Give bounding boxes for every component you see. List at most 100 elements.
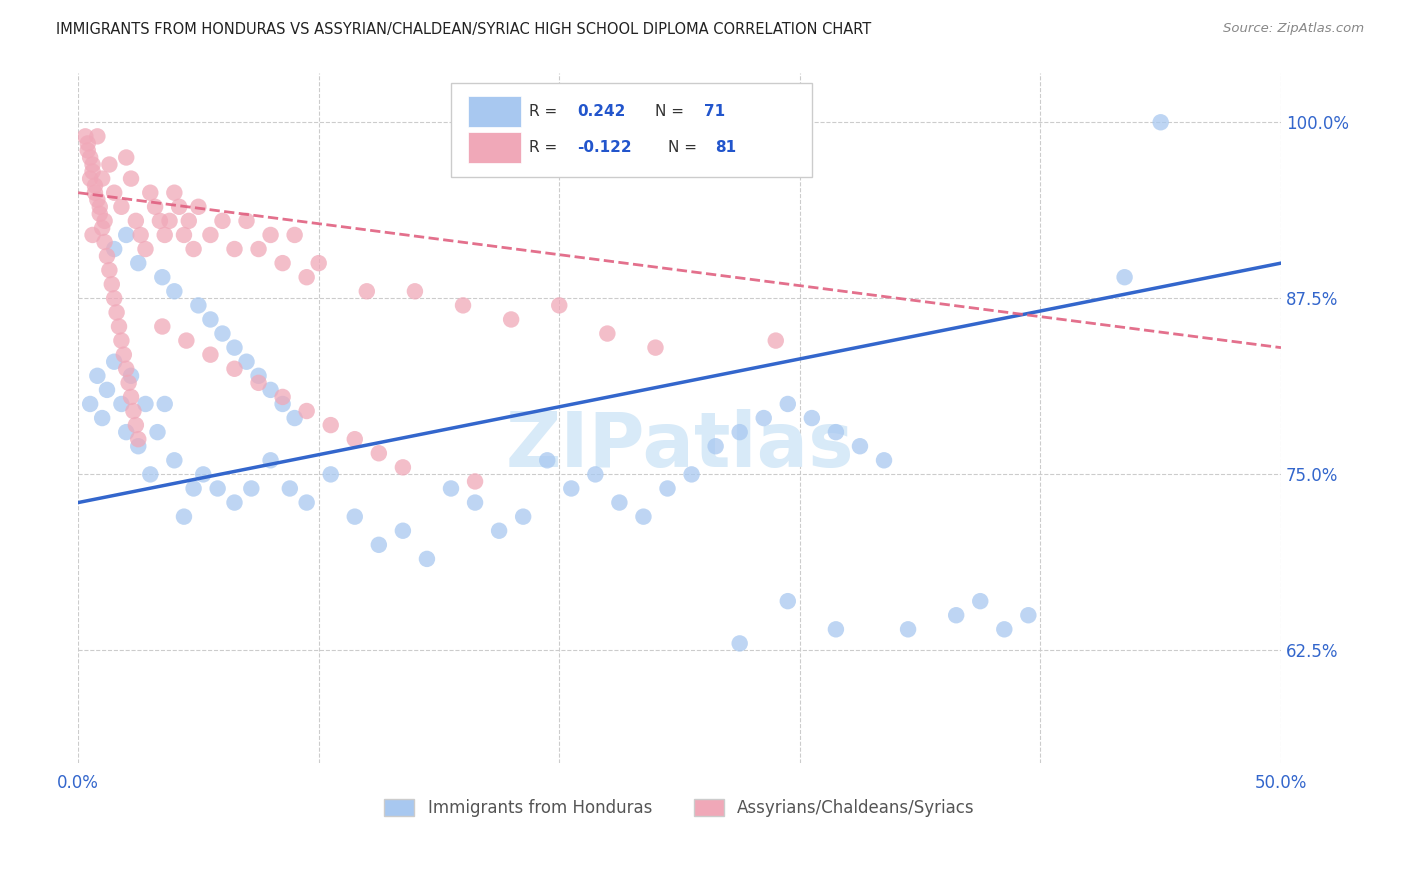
Point (392, 524, 415, 538)
Point (75, 129, 97, 144)
Point (187, 200, 209, 214)
Point (681, 467, 703, 482)
Point (825, 425, 848, 439)
Text: R =: R = (529, 140, 562, 155)
Point (120, 390, 142, 404)
Point (96, 383, 118, 397)
Point (134, 242, 156, 256)
FancyBboxPatch shape (451, 83, 811, 177)
Point (86, 368, 108, 383)
Point (120, 368, 142, 383)
FancyBboxPatch shape (468, 132, 520, 162)
Point (115, 425, 138, 439)
Point (84, 178, 107, 193)
Point (103, 291, 125, 305)
Point (91, 411, 114, 425)
Point (488, 524, 510, 538)
Point (536, 453, 558, 467)
Point (800, 411, 823, 425)
Point (86, 129, 108, 144)
Point (873, 453, 896, 467)
Point (404, 285, 426, 299)
Point (319, 467, 342, 482)
Point (343, 432, 366, 446)
Point (259, 383, 281, 397)
Point (776, 397, 799, 411)
Point (122, 404, 145, 418)
Point (79, 151, 101, 165)
Point (825, 623, 848, 637)
Point (644, 341, 666, 355)
Point (224, 495, 246, 509)
Point (451, 298, 474, 312)
Point (143, 200, 166, 214)
Point (89, 200, 111, 214)
Point (200, 312, 222, 326)
Point (98, 157, 121, 171)
Point (173, 509, 195, 524)
Point (849, 439, 872, 453)
Point (139, 186, 162, 200)
Point (633, 509, 655, 524)
Point (416, 552, 439, 566)
Point (76, 136, 98, 151)
Point (211, 326, 233, 341)
Point (308, 256, 330, 270)
Point (211, 214, 233, 228)
Point (127, 439, 149, 453)
Point (84, 186, 107, 200)
Text: R =: R = (529, 104, 562, 120)
Point (343, 509, 366, 524)
Point (969, 594, 991, 608)
Point (146, 425, 169, 439)
Point (207, 482, 229, 496)
Point (150, 319, 173, 334)
Point (120, 171, 142, 186)
Point (897, 623, 920, 637)
FancyBboxPatch shape (468, 96, 520, 127)
Point (91, 221, 114, 235)
Point (176, 334, 198, 348)
Point (440, 482, 463, 496)
Legend: Immigrants from Honduras, Assyrians/Chaldeans/Syriacs: Immigrants from Honduras, Assyrians/Chal… (378, 792, 981, 824)
Point (103, 355, 125, 369)
Text: 81: 81 (716, 140, 737, 155)
Point (82, 164, 104, 178)
Point (79, 171, 101, 186)
Point (159, 214, 181, 228)
Point (125, 418, 148, 433)
Point (167, 200, 190, 214)
Point (728, 425, 751, 439)
Point (105, 305, 128, 319)
Point (98, 263, 121, 277)
Point (284, 411, 307, 425)
Point (752, 411, 775, 425)
Point (183, 242, 205, 256)
Point (295, 270, 318, 285)
Point (224, 242, 246, 256)
Point (464, 475, 486, 489)
Point (224, 341, 246, 355)
Point (247, 242, 270, 256)
Point (110, 397, 132, 411)
Point (134, 397, 156, 411)
Point (657, 482, 679, 496)
Point (163, 453, 186, 467)
Point (609, 495, 631, 509)
Point (91, 171, 114, 186)
Point (117, 376, 139, 390)
Point (110, 200, 132, 214)
Point (945, 608, 967, 623)
Point (127, 432, 149, 446)
Point (295, 495, 318, 509)
Point (79, 397, 101, 411)
Point (163, 285, 186, 299)
Text: IMMIGRANTS FROM HONDURAS VS ASSYRIAN/CHALDEAN/SYRIAC HIGH SCHOOL DIPLOMA CORRELA: IMMIGRANTS FROM HONDURAS VS ASSYRIAN/CHA… (56, 22, 872, 37)
Point (96, 249, 118, 263)
Point (115, 151, 138, 165)
Point (110, 334, 132, 348)
Point (271, 256, 294, 270)
Point (278, 482, 301, 496)
Point (103, 242, 125, 256)
Point (548, 298, 571, 312)
